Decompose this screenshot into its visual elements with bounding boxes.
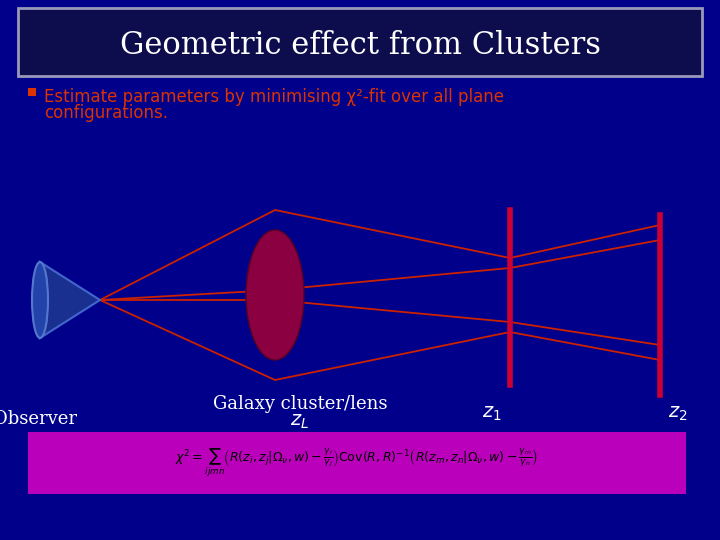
Ellipse shape [32,262,48,338]
Ellipse shape [246,230,304,360]
Polygon shape [40,262,100,338]
Text: $\chi^2 = \sum_{ijmn} \left( R(z_i, z_j|\Omega_\nu, w) - \frac{\gamma_i}{\gamma_: $\chi^2 = \sum_{ijmn} \left( R(z_i, z_j|… [176,447,539,479]
Text: $z_L$: $z_L$ [290,413,310,431]
FancyBboxPatch shape [28,88,36,96]
Text: $z_2$: $z_2$ [668,405,688,423]
Text: Estimate parameters by minimising χ²-fit over all plane: Estimate parameters by minimising χ²-fit… [44,88,504,106]
Text: Geometric effect from Clusters: Geometric effect from Clusters [120,30,600,62]
Text: $z_1$: $z_1$ [482,405,502,423]
FancyBboxPatch shape [18,8,702,76]
Text: configurations.: configurations. [44,104,168,122]
Text: Galaxy cluster/lens: Galaxy cluster/lens [212,395,387,413]
Text: Observer: Observer [0,410,77,428]
FancyBboxPatch shape [28,432,686,494]
